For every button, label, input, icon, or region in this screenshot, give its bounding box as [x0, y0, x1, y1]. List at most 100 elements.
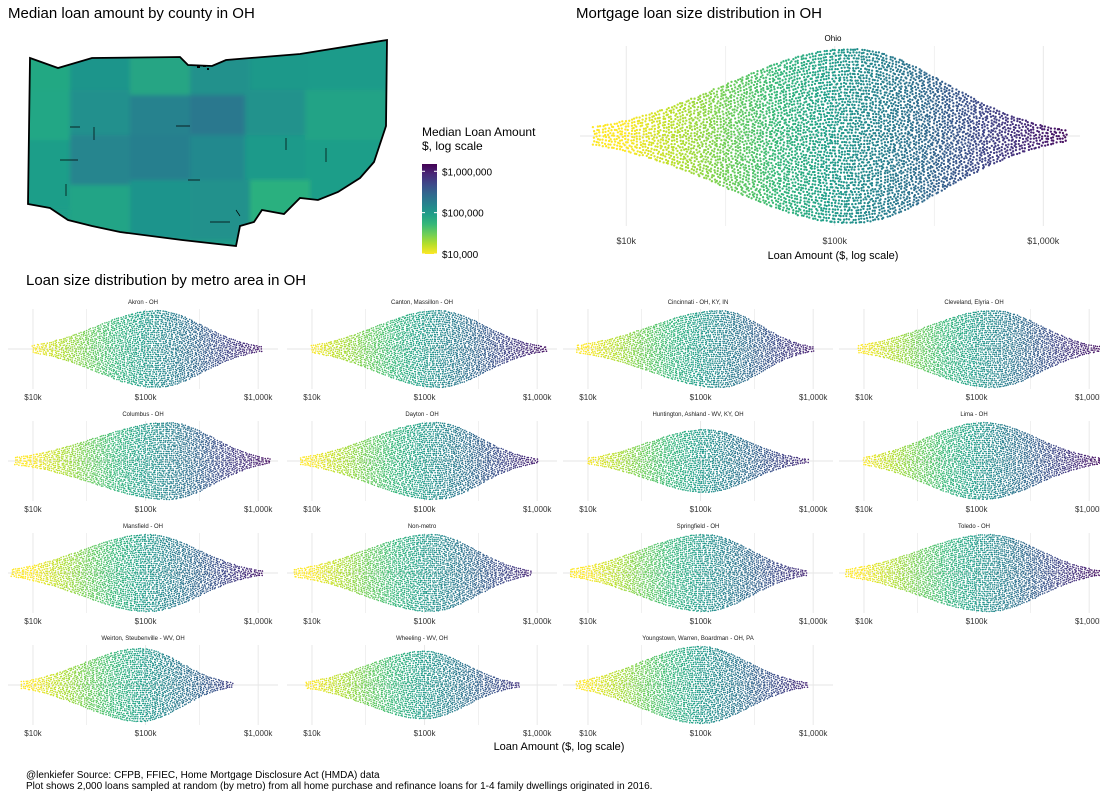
loan-point [966, 152, 969, 156]
loan-point [902, 196, 905, 199]
loan-point [814, 64, 817, 67]
loan-point [961, 100, 964, 104]
loan-point [672, 120, 675, 123]
loan-point [699, 116, 702, 119]
loan-point [905, 68, 908, 71]
loan-point [797, 96, 800, 99]
loan-point [865, 102, 868, 105]
loan-point [966, 174, 969, 177]
loan-point [846, 113, 849, 116]
loan-point [914, 135, 917, 138]
loan-point [851, 156, 854, 159]
loan-point [725, 170, 728, 173]
loan-point [844, 168, 848, 171]
loan-point [840, 66, 843, 70]
loan-point [653, 112, 657, 115]
loan-point [609, 131, 612, 135]
loan-point [826, 83, 829, 87]
loan-point [988, 146, 991, 150]
loan-point [728, 112, 731, 116]
loan-point [920, 94, 923, 97]
loan-point [911, 90, 914, 93]
loan-point [904, 132, 907, 135]
loan-point [943, 90, 946, 94]
loan-point [785, 65, 789, 69]
loan-point [728, 183, 731, 187]
loan-point [722, 150, 725, 153]
loan-point [871, 50, 874, 53]
loan-point [828, 81, 831, 84]
loan-point [779, 120, 782, 123]
loan-point [863, 105, 866, 108]
loan-point [685, 150, 689, 153]
loan-point [820, 134, 823, 137]
loan-point [702, 102, 705, 106]
loan-point [645, 132, 648, 136]
loan-point [839, 61, 843, 64]
loan-point [920, 125, 923, 128]
loan-point [970, 139, 973, 142]
loan-point [742, 175, 745, 178]
loan-point [768, 106, 771, 109]
loan-point [795, 210, 798, 213]
loan-point [626, 134, 630, 138]
loan-point [879, 124, 883, 127]
loan-point [894, 63, 898, 66]
loan-point [871, 188, 874, 191]
loan-point [676, 129, 680, 132]
loan-point [934, 185, 937, 189]
loan-point [880, 61, 884, 65]
loan-point [632, 149, 635, 152]
loan-point [921, 82, 924, 85]
loan-point [687, 136, 691, 139]
loan-point [948, 181, 951, 184]
loan-point [932, 138, 935, 141]
loan-point [857, 159, 860, 162]
loan-point [976, 168, 980, 172]
loan-point [896, 167, 900, 170]
loan-point [878, 146, 881, 150]
loan-point [925, 75, 928, 78]
loan-point [749, 88, 753, 91]
loan-point [679, 167, 682, 170]
loan-point [863, 174, 866, 177]
loan-point [715, 136, 719, 140]
loan-point [792, 184, 795, 187]
loan-point [888, 86, 892, 89]
loan-point [893, 100, 897, 104]
loan-point [892, 126, 895, 130]
loan-point [935, 164, 938, 167]
loan-point [755, 193, 759, 196]
loan-point [751, 141, 754, 144]
loan-point [898, 208, 901, 211]
loan-point [679, 136, 682, 139]
loan-point [791, 134, 795, 138]
loan-point [897, 211, 901, 214]
loan-point [676, 122, 679, 125]
loan-point [731, 182, 735, 185]
loan-point [914, 97, 917, 100]
loan-point [817, 63, 820, 66]
loan-point [731, 148, 734, 151]
loan-point [758, 197, 761, 200]
loan-point [814, 196, 818, 199]
loan-point [742, 95, 746, 98]
loan-point [719, 151, 722, 154]
loan-point [899, 122, 903, 125]
loan-point [904, 113, 907, 116]
loan-point [743, 131, 746, 134]
loan-point [679, 105, 682, 109]
loan-point [954, 92, 958, 95]
loan-point [647, 149, 650, 153]
loan-point [762, 86, 765, 90]
loan-point [840, 49, 844, 52]
loan-point [753, 99, 756, 102]
loan-point [961, 107, 964, 111]
loan-point [956, 107, 959, 110]
loan-point [800, 121, 803, 124]
loan-point [761, 121, 764, 124]
loan-point [915, 75, 918, 78]
loan-point [894, 66, 898, 69]
loan-point [787, 189, 791, 192]
loan-point [713, 141, 716, 144]
